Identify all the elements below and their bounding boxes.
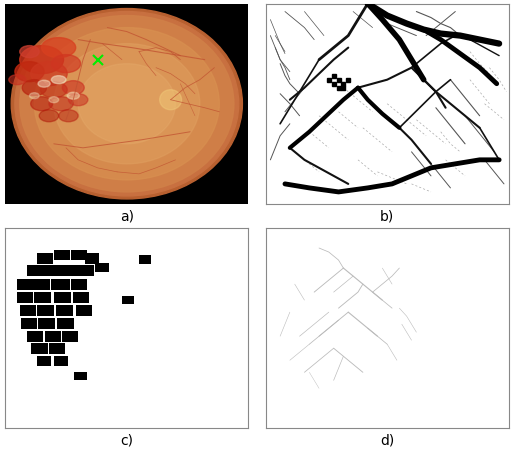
- Bar: [38, 318, 55, 330]
- Bar: [49, 344, 65, 354]
- Bar: [85, 253, 99, 264]
- Bar: [37, 356, 51, 367]
- Circle shape: [11, 9, 243, 199]
- Ellipse shape: [15, 63, 44, 83]
- Bar: [54, 356, 68, 367]
- Bar: [51, 280, 69, 290]
- Ellipse shape: [49, 97, 59, 103]
- Ellipse shape: [68, 95, 88, 106]
- Circle shape: [78, 64, 175, 144]
- Ellipse shape: [160, 91, 181, 110]
- X-axis label: b): b): [380, 209, 394, 223]
- Ellipse shape: [41, 83, 67, 98]
- Ellipse shape: [38, 81, 50, 88]
- Ellipse shape: [9, 75, 26, 86]
- Ellipse shape: [59, 110, 78, 123]
- Ellipse shape: [39, 110, 59, 123]
- Ellipse shape: [29, 93, 39, 100]
- Bar: [71, 250, 87, 261]
- Ellipse shape: [42, 38, 76, 59]
- Circle shape: [54, 45, 200, 165]
- Circle shape: [34, 28, 219, 180]
- Bar: [71, 280, 87, 290]
- Bar: [74, 292, 89, 304]
- Ellipse shape: [20, 46, 64, 74]
- Ellipse shape: [62, 82, 84, 96]
- Bar: [122, 296, 134, 304]
- Circle shape: [15, 13, 238, 197]
- Bar: [56, 305, 74, 317]
- Ellipse shape: [31, 63, 67, 87]
- Ellipse shape: [51, 77, 66, 84]
- Ellipse shape: [22, 80, 46, 97]
- Bar: [43, 266, 61, 276]
- Ellipse shape: [31, 97, 52, 111]
- X-axis label: a): a): [120, 209, 134, 223]
- Bar: [31, 344, 48, 354]
- Bar: [37, 305, 54, 317]
- Bar: [62, 331, 78, 342]
- Bar: [37, 253, 52, 264]
- Bar: [45, 331, 61, 342]
- Bar: [54, 292, 71, 304]
- X-axis label: d): d): [380, 433, 394, 446]
- X-axis label: c): c): [120, 433, 133, 446]
- Bar: [34, 292, 51, 304]
- Circle shape: [20, 17, 234, 193]
- Ellipse shape: [67, 93, 79, 100]
- Ellipse shape: [49, 97, 74, 111]
- Ellipse shape: [51, 55, 81, 74]
- Bar: [58, 318, 75, 330]
- Bar: [21, 318, 37, 330]
- Bar: [17, 280, 33, 290]
- Bar: [20, 305, 35, 317]
- Bar: [139, 255, 151, 264]
- Ellipse shape: [20, 46, 39, 59]
- Bar: [75, 373, 87, 381]
- Bar: [27, 266, 43, 276]
- Bar: [78, 266, 94, 276]
- Bar: [33, 280, 50, 290]
- Bar: [27, 331, 43, 342]
- Bar: [76, 305, 91, 317]
- Bar: [61, 266, 78, 276]
- Bar: [17, 292, 33, 304]
- Bar: [95, 263, 108, 272]
- Bar: [54, 250, 69, 261]
